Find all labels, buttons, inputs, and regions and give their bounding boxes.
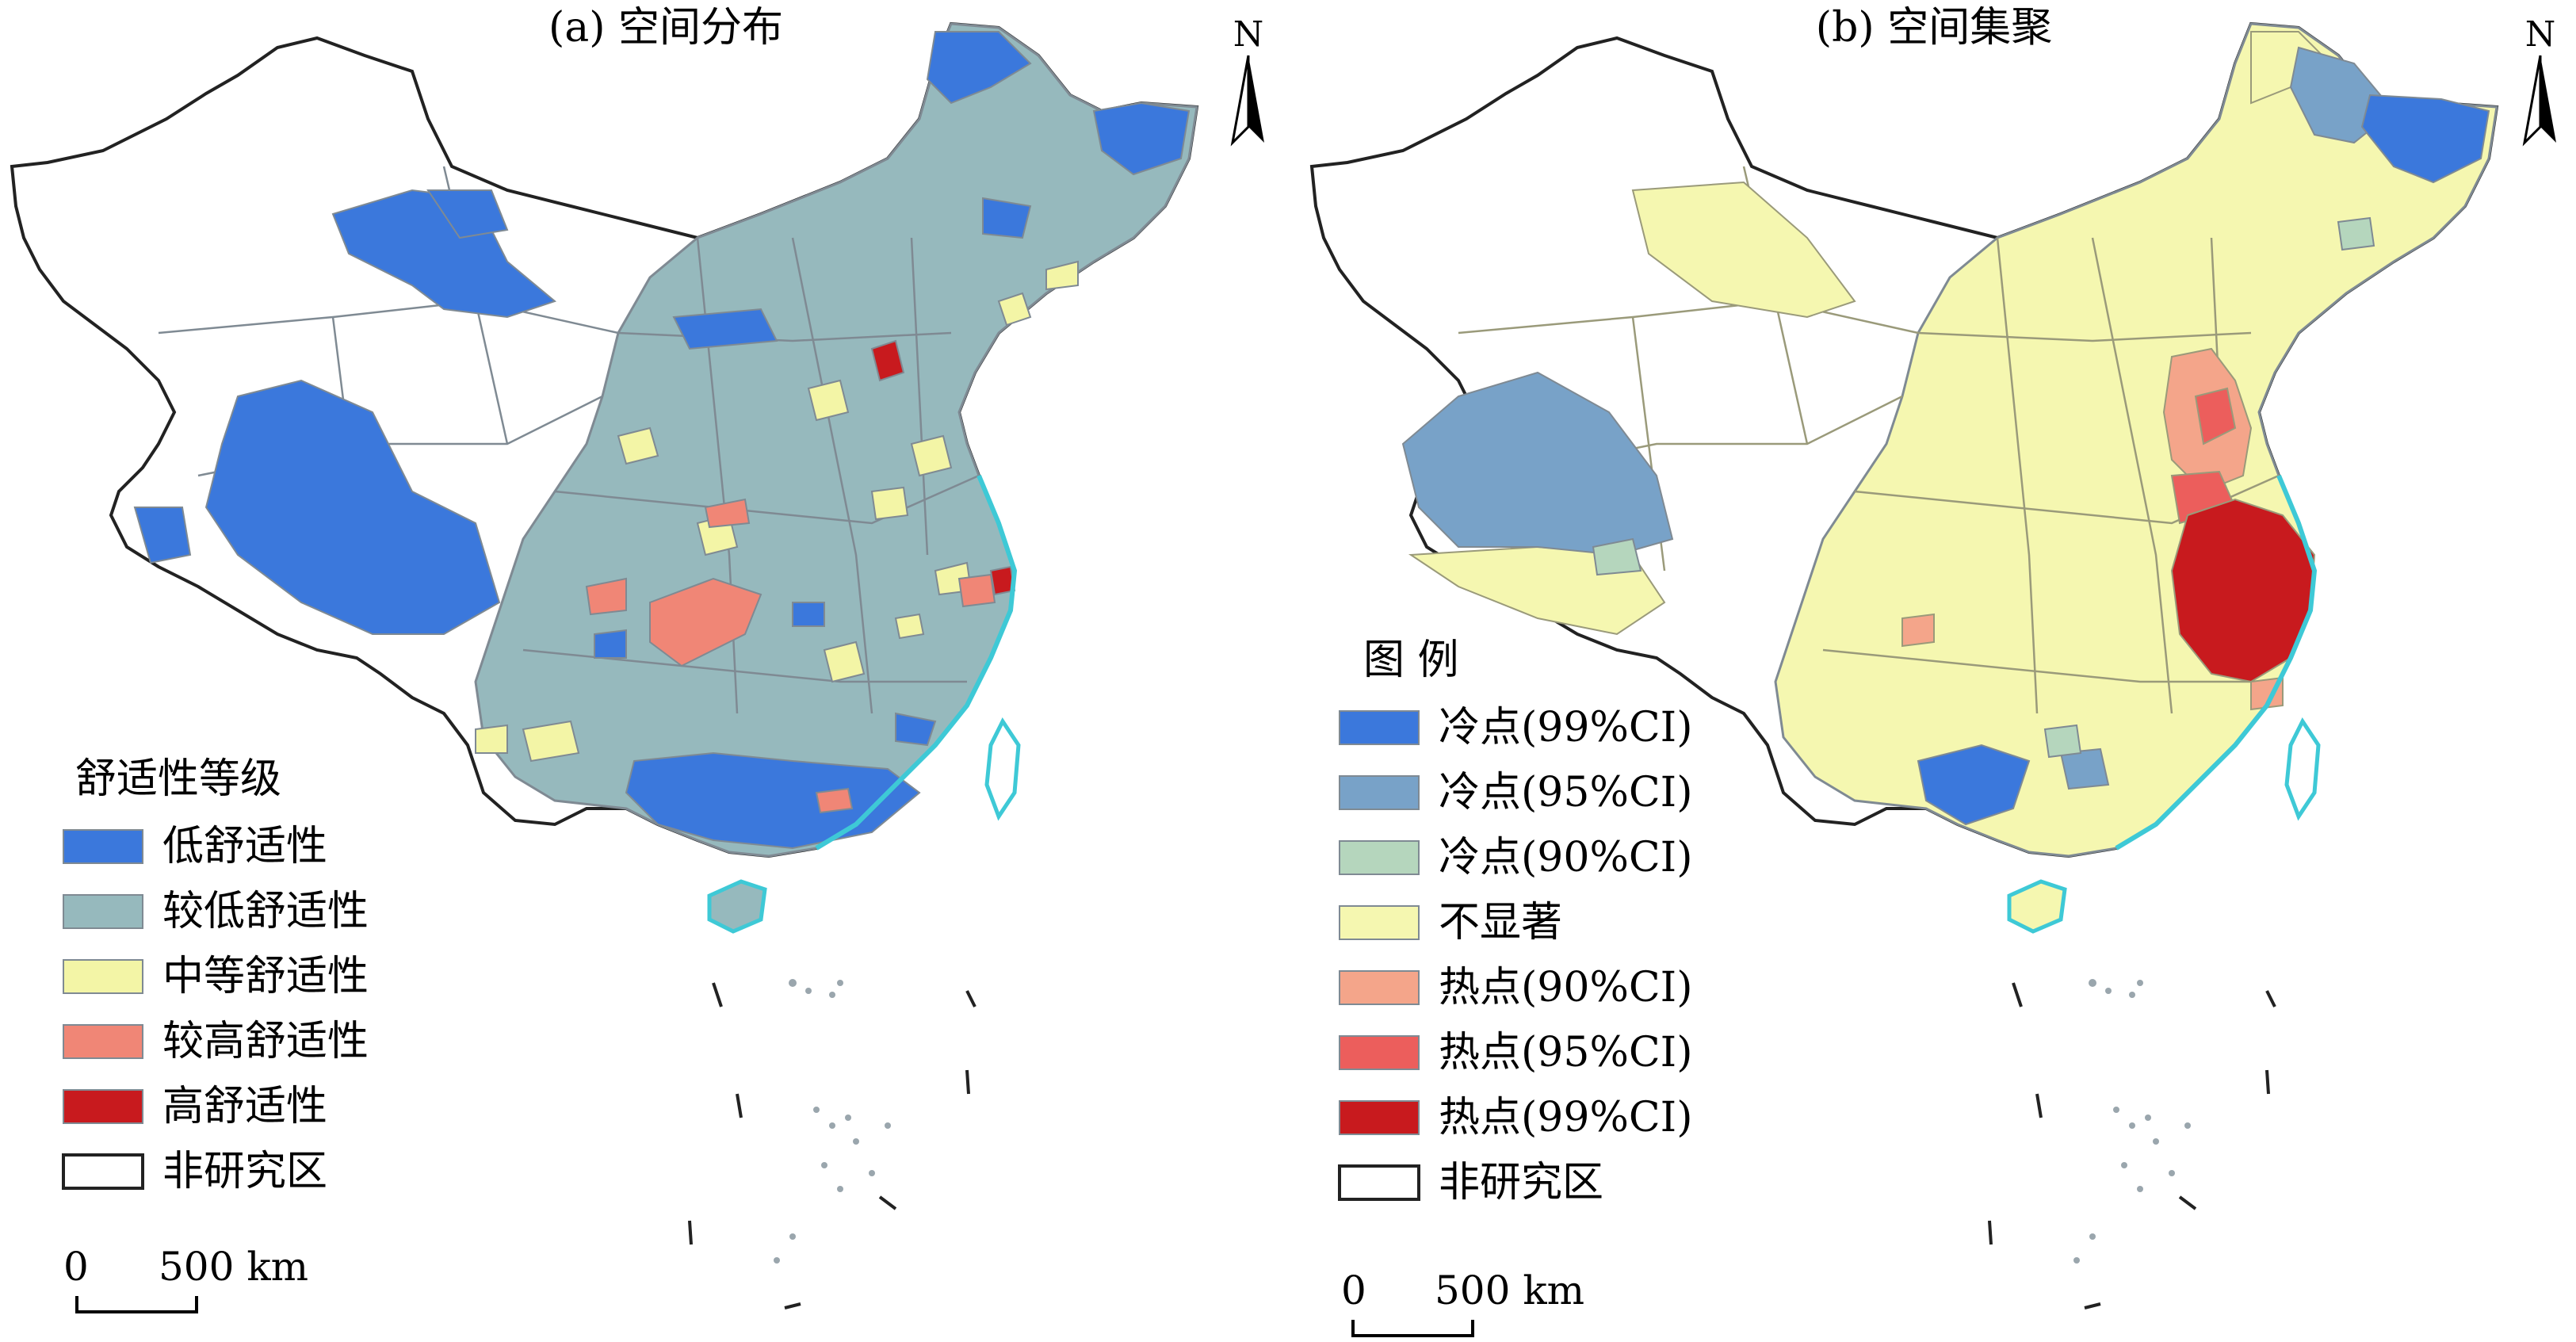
panel-b-legend-item-label: 热点(95%CI) [1439, 1029, 1692, 1076]
panel-a-low-comfort-areas [133, 31, 1191, 850]
north-arrow-icon [2522, 55, 2542, 147]
panel-a-legend-item-swatch [63, 829, 143, 864]
panel-b-legend-item-swatch [1339, 710, 1420, 745]
panel-b-coastline [2115, 474, 2318, 851]
panel-b-north-label: N [2525, 14, 2556, 55]
panel-a-coastline [815, 474, 1018, 851]
panel-a-legend-item-swatch [63, 959, 143, 994]
panel-b-scale-zero: 0 [1341, 1267, 1366, 1313]
panel-b-legend-item-swatch [1339, 1100, 1420, 1135]
north-arrow-icon [2540, 55, 2556, 143]
panel-b-scale-bar: 0 500 km [1341, 1267, 1584, 1337]
panel-b-south-sea-islands [2073, 979, 2191, 1264]
panel-b-title: (b) 空间集聚 [1816, 4, 2052, 52]
panel-a-legend-item-label: 较低舒适性 [162, 888, 369, 935]
panel-a-taiwan [987, 721, 1019, 816]
panel-b-legend-item-swatch [1339, 1035, 1420, 1070]
panel-b-coldspot-99 [1917, 94, 2490, 826]
panel-a-scale-line [75, 1296, 198, 1313]
panel-a-south-sea-islands [774, 979, 891, 1264]
panel-b-legend-item-label: 非研究区 [1439, 1159, 1603, 1206]
panel-b-hainan [2009, 881, 2065, 931]
panel-a-legend-item-label: 中等舒适性 [162, 953, 369, 1000]
panel-b-legend-item-swatch [1338, 1164, 1420, 1201]
panel-a-scale-bar: 0 500 km [63, 1244, 308, 1313]
panel-b-legend-item-label: 冷点(95%CI) [1439, 769, 1692, 816]
panel-a-legend-item-label: 较高舒适性 [162, 1018, 369, 1065]
panel-a-map [10, 22, 1198, 1310]
panel-a-legend-item-swatch [63, 1024, 143, 1059]
panel-a-legend-item-swatch [63, 894, 143, 929]
panel-a-scale-zero: 0 [63, 1244, 89, 1290]
panel-b-legend-item-label: 冷点(99%CI) [1439, 704, 1692, 751]
panel-a-medium-comfort-areas [475, 260, 1079, 763]
panel-a-title: (a) 空间分布 [548, 4, 783, 52]
panel-a-hainan [709, 881, 765, 931]
panel-a-legend-item-label: 低舒适性 [162, 823, 327, 870]
panel-a-north-label: N [1233, 14, 1264, 55]
panel-a-nine-dash-line [688, 982, 977, 1310]
panel-b-legend-item-label: 热点(90%CI) [1439, 964, 1692, 1011]
panel-b-legend-item-swatch [1339, 775, 1420, 810]
panel-a-legend-item-label: 高舒适性 [162, 1083, 327, 1130]
panel-a-legend-item-label: 非研究区 [162, 1148, 327, 1195]
panel-b-legend-item-swatch [1339, 970, 1420, 1005]
panel-b-taiwan [2287, 721, 2318, 816]
panel-b-coldspot-95 [1401, 46, 2395, 790]
panel-b-legend: 图 例 冷点(99%CI) 冷点(95%CI) 冷点(90%CI) 不显著热点(90%… [1338, 637, 1692, 1206]
panel-b-nine-dash-line [1988, 982, 2276, 1310]
panel-b-legend-item-label: 热点(99%CI) [1439, 1094, 1692, 1141]
panel-b-legend-item-label: 不显著 [1439, 899, 1562, 946]
panel-b-coldspot-90 [1592, 216, 2375, 759]
panel-a-high-comfort-areas [870, 339, 1016, 596]
north-arrow-icon [1230, 55, 1250, 147]
panel-b-legend-item-swatch [1339, 905, 1420, 940]
panel-b-map [1310, 22, 2498, 1310]
panel-b-scale-label: 500 km [1435, 1267, 1584, 1313]
north-arrow-icon [1248, 55, 1264, 143]
panel-a-legend-title: 舒适性等级 [75, 755, 281, 803]
panel-b-north-arrow: N [2522, 14, 2556, 147]
panel-a-legend-item-swatch [62, 1153, 144, 1190]
panel-a-higher-comfort-areas [585, 498, 996, 814]
panel-b-legend-title: 图 例 [1363, 637, 1459, 684]
panel-b-scale-line [1351, 1320, 1474, 1337]
panel-a-scale-label: 500 km [159, 1244, 308, 1290]
panel-b-legend-item-label: 冷点(90%CI) [1439, 834, 1692, 881]
panel-a-north-arrow: N [1230, 14, 1264, 147]
panel-b-legend-item-swatch [1339, 840, 1420, 875]
panel-a-legend-item-swatch [63, 1089, 143, 1124]
